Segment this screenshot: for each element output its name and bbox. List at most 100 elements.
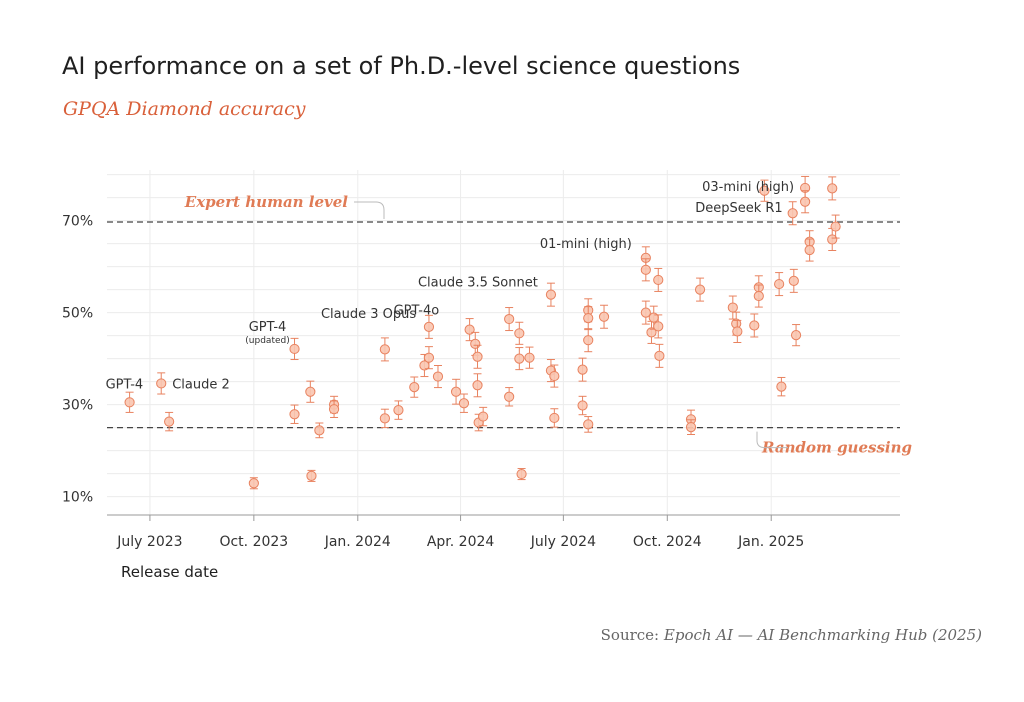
data-point — [393, 400, 404, 420]
point-marker — [827, 234, 838, 245]
point-marker — [549, 370, 560, 382]
point-marker — [423, 352, 435, 363]
reference-lines: Expert human level Random guessing — [107, 193, 912, 457]
data-point — [732, 319, 743, 343]
y-tick-label: 30% — [62, 398, 93, 414]
y-tick-label: 70% — [62, 214, 93, 230]
point-marker — [379, 413, 390, 424]
data-point — [749, 313, 760, 338]
point-marker — [289, 343, 300, 355]
data-point — [577, 395, 588, 416]
point-marker — [516, 468, 527, 480]
data-point — [409, 376, 420, 398]
data-point — [583, 306, 594, 331]
x-tick-label: Oct. 2023 — [219, 534, 288, 550]
data-point — [583, 328, 594, 353]
data-point — [653, 314, 664, 339]
point-marker — [577, 364, 588, 375]
data-point — [379, 408, 390, 429]
point-marker — [545, 289, 557, 300]
point-marker — [409, 382, 420, 393]
point-marker — [830, 221, 841, 232]
point-marker — [640, 307, 651, 318]
point-marker — [653, 274, 664, 286]
point-marker — [787, 208, 798, 219]
data-point — [753, 284, 764, 308]
point-marker — [800, 196, 811, 207]
point-label: DeepSeek R1 — [695, 201, 782, 216]
x-tick-label: July 2023 — [116, 534, 182, 550]
point-marker — [478, 411, 489, 422]
point-marker — [646, 327, 657, 338]
data-point — [653, 267, 664, 292]
data-point — [804, 238, 815, 262]
data-point — [458, 393, 470, 413]
point-marker — [804, 244, 815, 256]
x-tick-label: July 2024 — [530, 534, 596, 550]
point-label: GPT-4 — [249, 320, 287, 335]
data-point — [549, 364, 560, 388]
point-marker — [583, 419, 594, 430]
point-marker — [156, 378, 167, 389]
point-marker — [685, 422, 697, 433]
point-marker — [654, 350, 665, 361]
point-marker — [727, 302, 738, 313]
x-axis-label: Release date — [121, 563, 218, 581]
data-point — [156, 372, 167, 395]
point-marker — [328, 404, 340, 415]
data-point — [432, 365, 444, 389]
point-marker — [749, 320, 760, 331]
point-marker — [379, 344, 390, 355]
point-marker — [393, 405, 404, 416]
data-point — [827, 227, 838, 251]
chart-subtitle: GPQA Diamond accuracy — [63, 98, 306, 120]
source-name: Epoch AI — AI Benchmarking Hub (2025) — [663, 626, 982, 644]
point-marker — [248, 478, 259, 489]
point-marker — [640, 264, 651, 275]
data-point — [685, 419, 697, 435]
data-point — [577, 357, 588, 382]
data-point — [248, 477, 259, 490]
data-point — [514, 347, 525, 371]
point-sublabel: (updated) — [245, 336, 289, 346]
point-marker — [577, 400, 588, 411]
data-point — [549, 408, 560, 428]
point-marker — [694, 284, 706, 295]
data-point — [516, 468, 527, 481]
data-point — [289, 337, 300, 361]
point-marker — [583, 335, 594, 346]
data-point — [827, 176, 838, 201]
point-marker — [790, 330, 802, 341]
point-marker — [472, 380, 483, 391]
x-tick-label: Oct. 2024 — [633, 534, 702, 550]
data-point — [640, 300, 651, 325]
point-marker — [759, 185, 770, 196]
x-tick-label: Apr. 2024 — [427, 534, 495, 550]
x-axis: July 2023 Oct. 2023 Jan. 2024 Apr. 2024 July… — [107, 514, 900, 581]
source-prefix: Source: — [600, 626, 664, 644]
point-marker — [450, 386, 462, 397]
y-axis: 10% 30% 50% 70% — [62, 214, 93, 506]
point-label: Claude 3 Opus — [321, 307, 416, 322]
reference-leader — [756, 431, 788, 449]
point-marker — [827, 183, 838, 194]
point-marker — [776, 381, 787, 392]
point-marker — [549, 412, 560, 424]
data-point — [830, 214, 841, 239]
point-marker — [423, 321, 435, 332]
source-note: Source: Epoch AI — AI Benchmarking Hub (… — [601, 626, 982, 644]
data-point — [583, 416, 594, 433]
data-point — [305, 380, 316, 403]
data-point — [379, 337, 390, 362]
point-marker — [514, 328, 525, 339]
point-label: GPT-4o — [394, 304, 440, 319]
point-marker — [504, 391, 515, 402]
reference-leader — [354, 201, 385, 219]
point-marker — [470, 338, 481, 349]
data-point — [450, 378, 462, 405]
data-point — [776, 376, 787, 397]
y-tick-label: 50% — [62, 306, 93, 322]
data-point — [646, 320, 657, 344]
